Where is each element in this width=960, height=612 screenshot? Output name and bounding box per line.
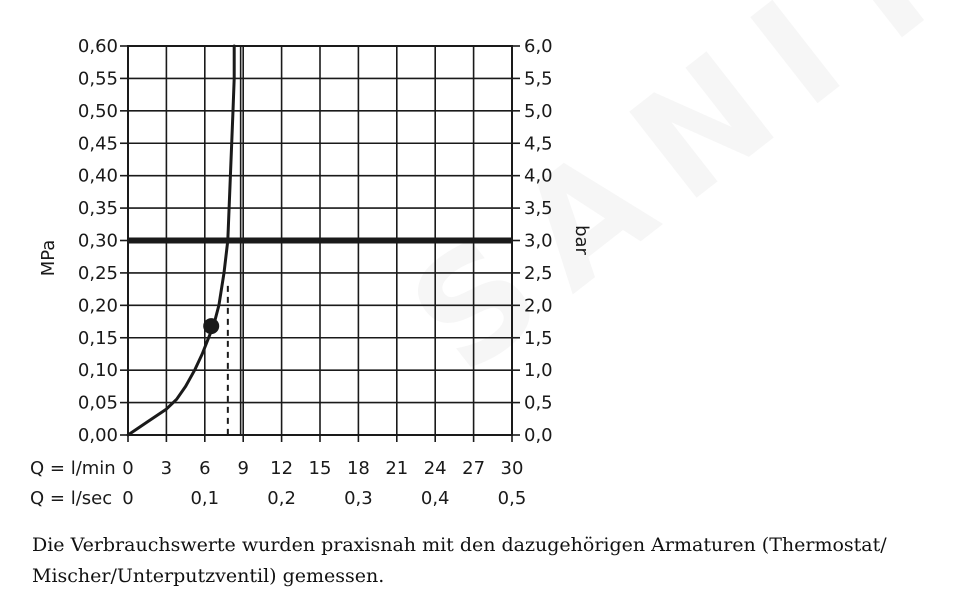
right-tick-label: 2,5 (524, 263, 553, 284)
left-tick-label: 0,50 (78, 101, 118, 122)
caption: Die Verbrauchswerte wurden praxisnah mit… (32, 530, 912, 592)
x-tick-label: 0,4 (421, 488, 450, 509)
x-tick-label: 27 (462, 458, 485, 479)
x-row-label: Q = l/min (30, 458, 116, 479)
x-tick-label: 0 (122, 488, 133, 509)
operating-point-marker (203, 318, 220, 335)
right-tick-label: 0,0 (524, 425, 553, 446)
right-tick-label: 1,0 (524, 360, 553, 381)
x-tick-label: 18 (347, 458, 370, 479)
right-tick-label: 0,5 (524, 393, 553, 414)
x-tick-label: 0,2 (267, 488, 296, 509)
left-axis-ticks: 0,00 0,05 0,10 0,15 0,20 0,25 0,30 0,35 0,40 0,45… (78, 36, 128, 446)
right-axis-ticks: 0,0 0,5 1,0 1,5 2,0 2,5 3,0 3,5 4,0 4,5 5,0 5,5 6,0 (127, 36, 553, 446)
flow-pressure-chart: 0,000,050,100,150,200,250,300,350,400,45… (30, 36, 592, 509)
x-tick-label: 15 (309, 458, 332, 479)
reference-lines (128, 46, 512, 435)
caption-line-2: Mischer/Unterputzventil) gemessen. (32, 565, 385, 587)
series-layer (126, 44, 236, 437)
x-tick-label: 0 (122, 458, 133, 479)
left-tick-label: 0,55 (78, 68, 118, 89)
left-tick-label: 0,25 (78, 263, 118, 284)
right-tick-label: 4,5 (524, 133, 553, 154)
x-tick-label: 12 (270, 458, 293, 479)
caption-line-1: Die Verbrauchswerte wurden praxisnah mit… (32, 534, 887, 556)
left-tick-label: 0,30 (78, 231, 118, 252)
x-tick-label: 9 (237, 458, 248, 479)
right-tick-label: 2,0 (524, 295, 553, 316)
left-tick-label: 0,45 (78, 133, 118, 154)
left-tick-label: 0,35 (78, 198, 118, 219)
left-tick-label: 0,20 (78, 295, 118, 316)
flow-curve (126, 44, 236, 437)
left-axis-title: MPa (38, 240, 59, 277)
right-tick-label: 3,5 (524, 198, 553, 219)
right-tick-label: 5,5 (524, 68, 553, 89)
x-axis-rows: Q = l/min 0 3 6 9 12 15 18 21 24 27 30 Q = l/sec 0 0,1… (30, 458, 526, 509)
right-tick-label: 1,5 (524, 328, 553, 349)
x-tick-label: 0,1 (190, 488, 219, 509)
x-tick-label: 6 (199, 458, 210, 479)
x-tick-label: 0,3 (344, 488, 373, 509)
left-tick-label: 0,60 (78, 36, 118, 57)
right-axis-title: bar (571, 225, 592, 255)
right-tick-label: 6,0 (524, 36, 553, 57)
right-tick-label: 5,0 (524, 101, 553, 122)
x-row-label: Q = l/sec (30, 488, 112, 509)
right-tick-label: 3,0 (524, 231, 553, 252)
x-tick-label: 3 (161, 458, 172, 479)
right-tick-label: 4,0 (524, 166, 553, 187)
x-tick-label: 24 (424, 458, 447, 479)
left-tick-label: 0,15 (78, 328, 118, 349)
left-tick-label: 0,00 (78, 425, 118, 446)
left-tick-label: 0,10 (78, 360, 118, 381)
x-tick-label: 30 (501, 458, 524, 479)
x-tick-label: 0,5 (498, 488, 527, 509)
left-tick-label: 0,05 (78, 393, 118, 414)
left-tick-label: 0,40 (78, 166, 118, 187)
x-tick-label: 21 (385, 458, 408, 479)
